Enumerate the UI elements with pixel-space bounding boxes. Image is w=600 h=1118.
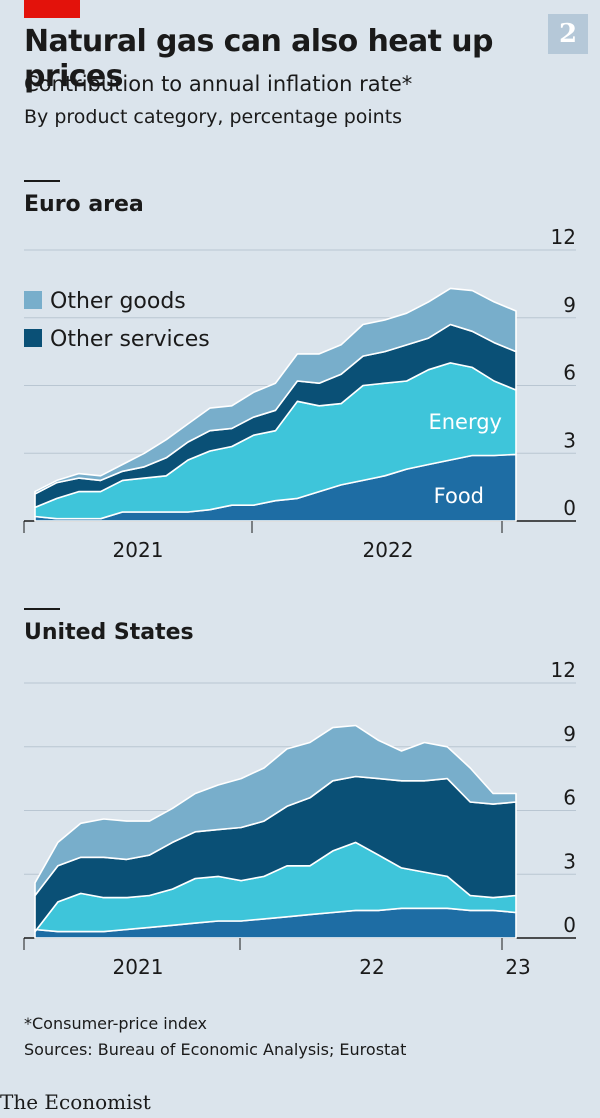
y-tick-label: 6 xyxy=(563,786,576,810)
chart-title: Natural gas can also heat up prices xyxy=(24,24,493,94)
legend-swatch-other-goods xyxy=(24,291,42,309)
source-note: Sources: Bureau of Economic Analysis; Eu… xyxy=(24,1040,407,1059)
footnote: *Consumer-price index xyxy=(24,1014,208,1033)
chart-subtitle: Contribution to annual inflation rate* xyxy=(24,72,413,96)
legend-label-other-goods: Other goods xyxy=(50,289,186,314)
y-tick-label: 6 xyxy=(563,361,576,385)
panel-rule-euro xyxy=(24,180,60,182)
brand-red-tag xyxy=(24,0,80,18)
y-tick-label: 3 xyxy=(563,428,576,452)
y-tick-label: 0 xyxy=(563,496,576,520)
y-tick-label: 3 xyxy=(563,849,576,873)
y-tick-label: 9 xyxy=(563,293,576,317)
y-tick-label: 12 xyxy=(551,225,576,249)
panel-title-euro: Euro area xyxy=(24,192,144,217)
united-states-chart: 0 3 6 9 12 2021 22 23 xyxy=(23,658,576,979)
legend-swatch-other-services xyxy=(24,329,42,347)
x-tick-label: 2021 xyxy=(113,538,164,562)
series-area-other-goods xyxy=(34,287,517,495)
chart-number-badge: 2 xyxy=(548,14,588,54)
panel-rule-us xyxy=(24,608,60,610)
euro-area-chart: 0 3 6 9 12 2021 2022 Other goods Other services E… xyxy=(23,225,576,562)
y-tick-label: 12 xyxy=(551,658,576,682)
inline-label-energy: Energy xyxy=(428,410,502,434)
series-area-other-goods xyxy=(34,724,517,897)
x-tick-label: 2022 xyxy=(363,538,414,562)
legend-label-other-services: Other services xyxy=(50,327,210,352)
chart-subtitle-units: By product category, percentage points xyxy=(24,106,403,128)
x-tick-label: 22 xyxy=(359,955,384,979)
panel-title-us: United States xyxy=(24,620,194,645)
x-tick-label: 2021 xyxy=(113,955,164,979)
brand-logo: The Economist xyxy=(0,1090,151,1114)
y-tick-label: 9 xyxy=(563,722,576,746)
y-tick-label: 0 xyxy=(563,913,576,937)
x-tick-label: 23 xyxy=(505,955,530,979)
inline-label-food: Food xyxy=(434,484,484,508)
